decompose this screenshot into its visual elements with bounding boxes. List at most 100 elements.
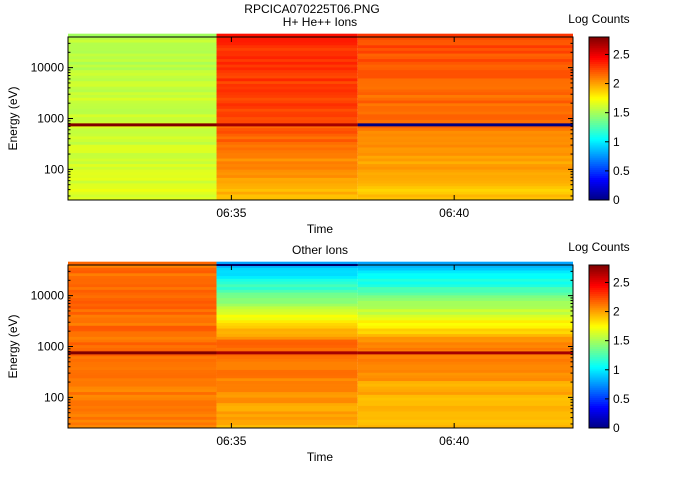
colorbar-segment <box>589 383 609 386</box>
colorbar-segment <box>589 67 609 71</box>
colorbar-segment <box>589 157 609 160</box>
heatmap-cell <box>357 138 573 142</box>
colorbar-segment <box>589 81 609 85</box>
heatmap-cell <box>68 333 217 337</box>
colorbar-segment <box>589 106 609 109</box>
heatmap-cell <box>216 408 358 412</box>
heatmap-cell <box>357 319 573 324</box>
heatmap-cell <box>216 102 358 107</box>
colorbar-segment <box>589 138 609 142</box>
heatmap-cell <box>216 410 358 415</box>
heatmap-cell <box>357 83 573 87</box>
heatmap-cell <box>216 116 358 120</box>
heatmap-cell <box>357 196 573 200</box>
heatmap-cell <box>216 294 358 299</box>
heatmap-cell <box>357 58 573 62</box>
heatmap-cell <box>68 127 217 131</box>
heatmap-cell <box>357 267 573 271</box>
panel-title: H+ He++ Ions <box>283 15 357 29</box>
heatmap-cell <box>216 130 358 134</box>
x-axis-label: Time <box>307 222 334 236</box>
heatmap-cell <box>68 278 217 282</box>
heatmap-cell <box>68 341 217 346</box>
heatmap-cell <box>68 416 217 420</box>
heatmap-cell <box>216 88 358 93</box>
heatmap-cell <box>357 135 573 140</box>
colorbar-segment <box>589 65 609 69</box>
heatmap-cell <box>357 292 573 296</box>
colorbar-segment <box>589 177 609 181</box>
y-tick-label: 10000 <box>31 61 65 75</box>
colorbar-segment <box>589 425 609 429</box>
colorbar-segment <box>589 281 609 284</box>
heatmap-cell <box>216 171 358 176</box>
heatmap-cell <box>357 410 573 415</box>
colorbar-segment <box>589 185 609 189</box>
colorbar-segment <box>589 421 609 425</box>
heatmap-cell <box>357 80 573 84</box>
colorbar-segment <box>589 163 609 166</box>
colorbar-segment <box>589 85 609 89</box>
heatmap-cell <box>357 316 573 321</box>
heatmap-cell <box>68 105 217 109</box>
heatmap-cell <box>68 327 217 332</box>
heatmap-cell <box>68 289 217 293</box>
colorbar-segment <box>589 61 609 64</box>
colorbar-tick-label: 2.5 <box>613 47 630 61</box>
heatmap-cell <box>216 355 358 359</box>
heatmap-cell <box>357 149 573 154</box>
heatmap-cell <box>216 341 358 346</box>
x-tick-label: 06:40 <box>439 434 469 448</box>
heatmap-cell <box>357 416 573 420</box>
heatmap-cell <box>68 108 217 112</box>
heatmap-cell <box>68 267 217 271</box>
heatmap-cell <box>357 358 573 362</box>
heatmap-cell <box>357 366 573 370</box>
heatmap-cell <box>216 347 358 351</box>
colorbar-segment <box>589 346 609 350</box>
heatmap-cell <box>68 188 217 192</box>
heatmap-cell <box>357 53 573 57</box>
heatmap-cell <box>357 336 573 340</box>
colorbar-segment <box>589 124 609 128</box>
heatmap-cell <box>68 64 217 68</box>
colorbar-segment <box>589 144 609 148</box>
heatmap-cell <box>68 111 217 115</box>
colorbar-label: Log Counts <box>568 240 629 254</box>
heatmap-cell <box>216 380 358 384</box>
heatmap-cell <box>357 278 573 282</box>
colorbar-segment <box>589 360 609 364</box>
heatmap-cell <box>357 182 573 187</box>
heatmap-cell <box>216 363 358 368</box>
y-tick-label: 1000 <box>37 112 64 126</box>
heatmap-cell <box>357 281 573 285</box>
x-axis-ticks: 06:35 06:40 <box>216 265 470 448</box>
heatmap-cell <box>357 169 573 173</box>
heatmap-cell <box>357 424 573 428</box>
heatmap-cell <box>357 330 573 335</box>
colorbar-segment <box>589 39 609 42</box>
heatmap-cell <box>357 374 573 379</box>
colorbar-segment <box>589 55 609 58</box>
heatmap-cell <box>216 297 358 301</box>
heatmap-cell <box>357 180 573 184</box>
heatmap-cell <box>357 269 573 274</box>
heatmap-cell <box>357 419 573 423</box>
colorbar-segment <box>589 153 609 156</box>
heatmap-cell <box>216 374 358 379</box>
heatmap-cell <box>357 185 573 189</box>
heatmap-cell <box>68 410 217 415</box>
heatmap-cell <box>357 158 573 162</box>
colorbar-segment <box>589 147 609 150</box>
colorbar-segment <box>589 134 609 138</box>
heatmap-cell <box>216 289 358 293</box>
heatmap-cell <box>216 377 358 382</box>
colorbar-segment <box>589 391 609 394</box>
heatmap-cell <box>68 135 217 140</box>
colorbar-segment <box>589 320 609 323</box>
heatmap-cell <box>68 383 217 387</box>
heatmap-cell <box>68 283 217 288</box>
heatmap-cell <box>216 144 358 148</box>
colorbar-segment <box>589 407 609 411</box>
colorbar-segment <box>589 409 609 413</box>
